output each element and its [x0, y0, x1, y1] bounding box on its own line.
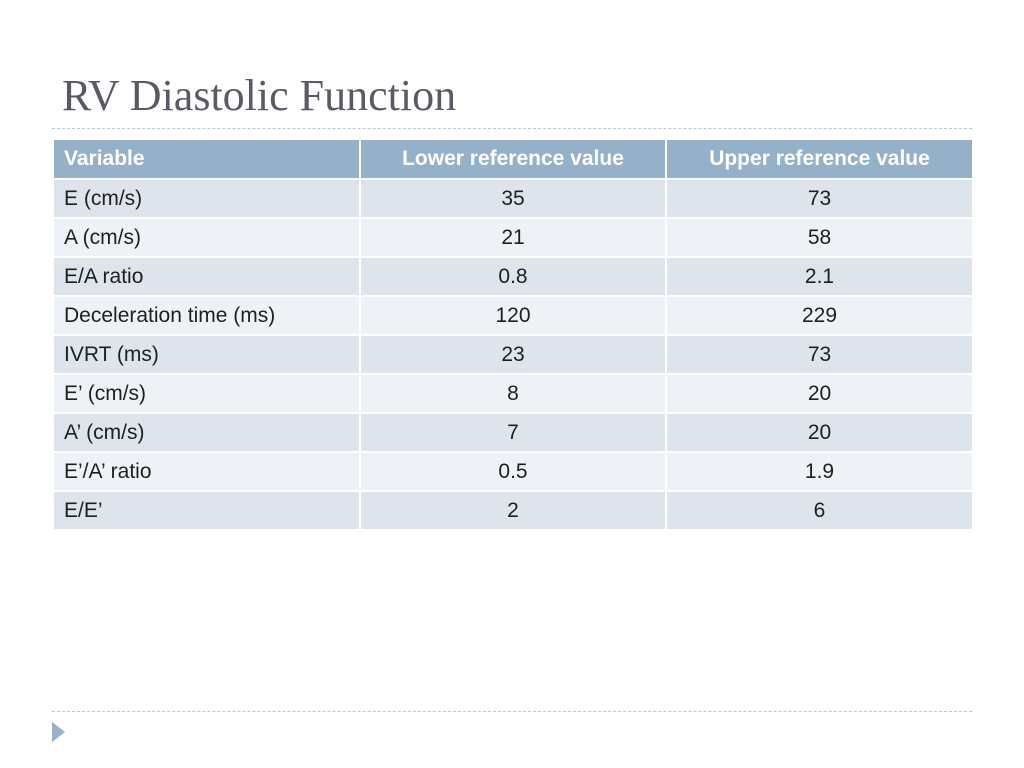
table-row: E/A ratio 0.8 2.1 — [52, 256, 974, 297]
table-row: A’ (cm/s) 7 20 — [52, 412, 974, 453]
variable-cell: E/A ratio — [52, 256, 361, 297]
column-header-variable: Variable — [52, 138, 361, 180]
upper-value-cell: 229 — [665, 295, 974, 336]
upper-value-cell: 73 — [665, 334, 974, 375]
table-row: E/E’ 2 6 — [52, 490, 974, 531]
lower-value-cell: 7 — [359, 412, 667, 453]
lower-value-cell: 120 — [359, 295, 667, 336]
table-row: IVRT (ms) 23 73 — [52, 334, 974, 375]
lower-value-cell: 23 — [359, 334, 667, 375]
lower-value-cell: 8 — [359, 373, 667, 414]
table-row: Deceleration time (ms) 120 229 — [52, 295, 974, 336]
slide-title: RV Diastolic Function — [62, 71, 457, 120]
lower-value-cell: 0.5 — [359, 451, 667, 492]
lower-value-cell: 21 — [359, 217, 667, 258]
table-row: A (cm/s) 21 58 — [52, 217, 974, 258]
variable-cell: E (cm/s) — [52, 178, 361, 219]
lower-value-cell: 2 — [359, 490, 667, 531]
variable-cell: E/E’ — [52, 490, 361, 531]
triangle-right-icon — [52, 722, 65, 742]
variable-cell: IVRT (ms) — [52, 334, 361, 375]
lower-value-cell: 0.8 — [359, 256, 667, 297]
upper-value-cell: 20 — [665, 412, 974, 453]
variable-cell: Deceleration time (ms) — [52, 295, 361, 336]
upper-value-cell: 73 — [665, 178, 974, 219]
table-header-row: Variable Lower reference value Upper ref… — [52, 138, 974, 180]
reference-values-table: Variable Lower reference value Upper ref… — [52, 138, 974, 531]
column-header-upper: Upper reference value — [665, 138, 974, 180]
table-row: E’/A’ ratio 0.5 1.9 — [52, 451, 974, 492]
variable-cell: E’/A’ ratio — [52, 451, 361, 492]
variable-cell: A (cm/s) — [52, 217, 361, 258]
variable-cell: E’ (cm/s) — [52, 373, 361, 414]
footer-divider — [52, 711, 972, 712]
variable-cell: A’ (cm/s) — [52, 412, 361, 453]
column-header-lower: Lower reference value — [359, 138, 667, 180]
title-divider — [52, 128, 972, 129]
upper-value-cell: 58 — [665, 217, 974, 258]
upper-value-cell: 20 — [665, 373, 974, 414]
upper-value-cell: 6 — [665, 490, 974, 531]
table-row: E’ (cm/s) 8 20 — [52, 373, 974, 414]
upper-value-cell: 1.9 — [665, 451, 974, 492]
lower-value-cell: 35 — [359, 178, 667, 219]
upper-value-cell: 2.1 — [665, 256, 974, 297]
table-row: E (cm/s) 35 73 — [52, 178, 974, 219]
